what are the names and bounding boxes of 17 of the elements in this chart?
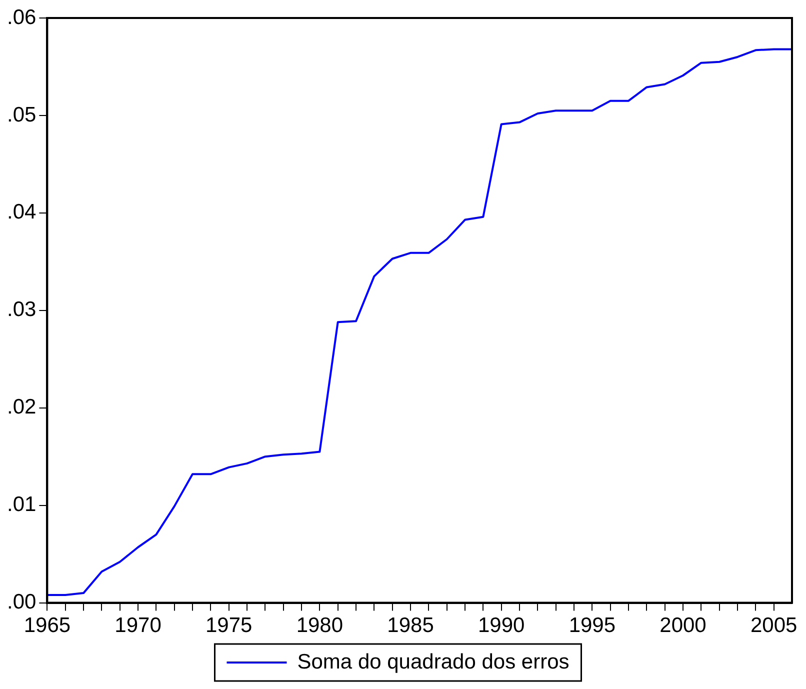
legend-label: Soma do quadrado dos erros [297, 650, 570, 674]
y-tick-label: .04 [6, 200, 37, 224]
x-tick-label: 1995 [568, 614, 616, 638]
x-tick-label: 2000 [660, 614, 706, 638]
y-tick-label: .00 [6, 590, 36, 614]
x-tick-label: 1975 [205, 614, 252, 638]
y-tick-label: .01 [6, 493, 36, 516]
x-tick-label: 1990 [478, 614, 525, 638]
y-tick-label: .05 [6, 103, 36, 126]
y-tick-label: .06 [6, 6, 36, 29]
y-tick-label: .02 [6, 396, 36, 419]
x-tick-label: 2005 [750, 614, 798, 638]
x-tick-label: 1970 [114, 614, 162, 638]
x-tick-label: 1980 [296, 614, 344, 638]
y-tick-label: .03 [6, 298, 36, 322]
x-tick-label: 1965 [24, 614, 71, 638]
x-tick-label: 1985 [387, 614, 434, 638]
